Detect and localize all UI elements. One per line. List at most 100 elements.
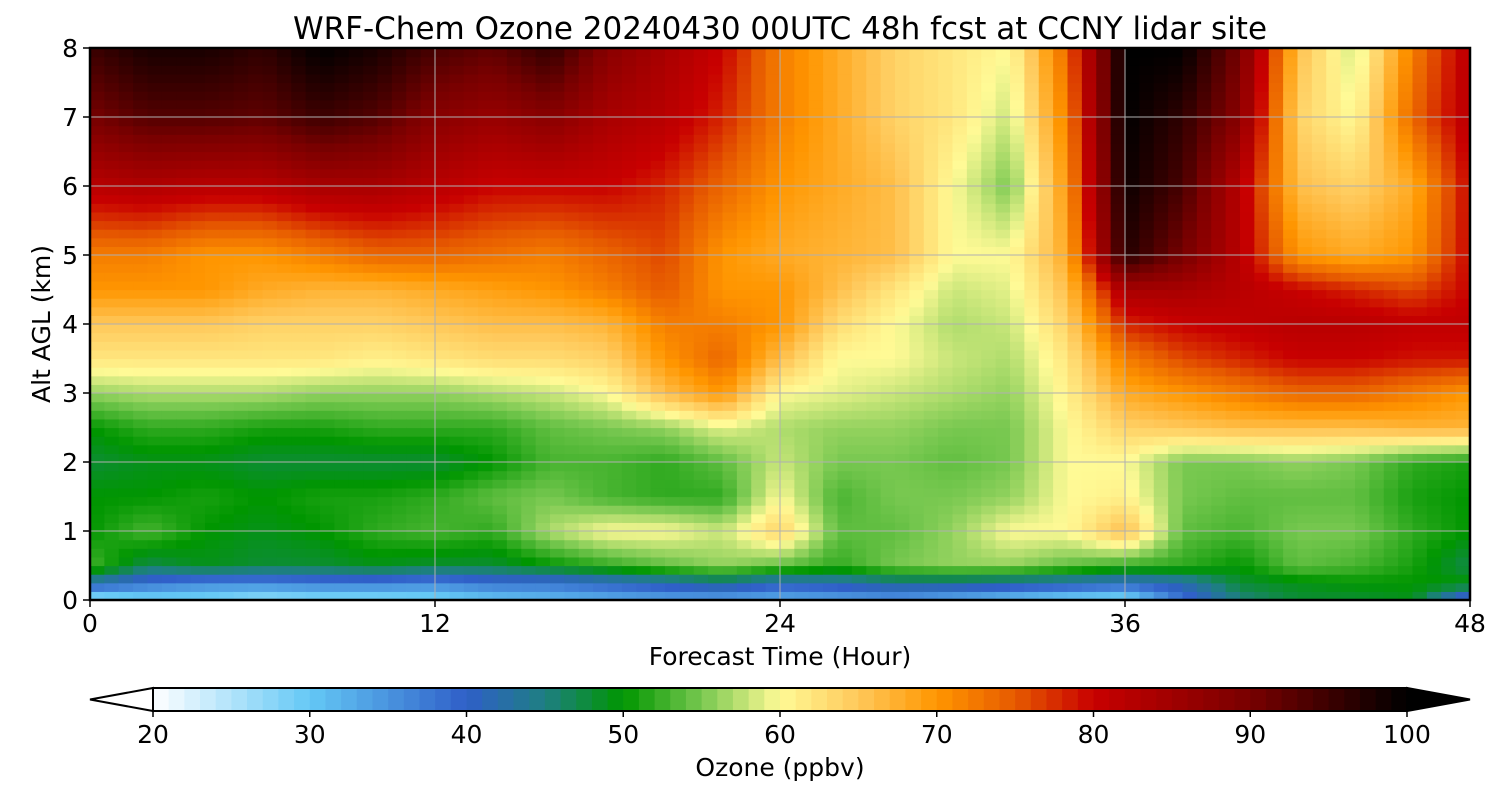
heatmap-cell (837, 82, 853, 92)
heatmap-cell (147, 229, 163, 239)
heatmap-cell (391, 255, 407, 265)
heatmap-cell (1153, 513, 1169, 523)
heatmap-cell (1168, 194, 1184, 204)
heatmap-cell (621, 48, 637, 58)
heatmap-cell (1081, 65, 1097, 75)
heatmap-cell (276, 393, 292, 403)
heatmap-cell (363, 505, 379, 515)
heatmap-cell (880, 582, 896, 592)
heatmap-cell (1038, 393, 1054, 403)
heatmap-cell (794, 246, 810, 256)
heatmap-cell (1010, 108, 1025, 118)
heatmap-cell (708, 168, 724, 178)
heatmap-cell (693, 556, 709, 567)
heatmap-cell (348, 470, 364, 480)
heatmap-cell (348, 151, 364, 161)
heatmap-cell (449, 427, 465, 437)
heatmap-cell (435, 237, 450, 247)
heatmap-cell (391, 479, 407, 489)
heatmap-cell (952, 496, 968, 506)
heatmap-cell (291, 401, 307, 411)
heatmap-cell (995, 332, 1011, 342)
heatmap-cell (679, 160, 695, 170)
heatmap-cell (334, 82, 350, 92)
heatmap-cell (435, 375, 450, 385)
heatmap-cell (118, 186, 134, 196)
heatmap-cell (593, 168, 609, 178)
heatmap-cell (1153, 479, 1169, 489)
heatmap-cell (550, 151, 565, 161)
heatmap-cell (736, 444, 752, 454)
heatmap-cell (679, 436, 695, 446)
heatmap-cell (909, 401, 925, 411)
heatmap-cell (1053, 298, 1069, 308)
heatmap-cell (736, 349, 752, 360)
heatmap-cell (291, 315, 307, 325)
heatmap-cell (1196, 151, 1212, 161)
heatmap-cell (823, 531, 839, 541)
heatmap-cell (435, 117, 450, 127)
heatmap-cell (391, 177, 407, 187)
heatmap-cell (564, 591, 580, 600)
heatmap-cell (1196, 48, 1212, 58)
heatmap-cell (938, 48, 954, 58)
heatmap-cell (1038, 177, 1054, 187)
heatmap-cell (190, 151, 206, 161)
heatmap-cell (377, 522, 393, 532)
heatmap-cell (708, 56, 724, 66)
heatmap-cell (938, 160, 954, 170)
heatmap-cell (406, 470, 422, 480)
heatmap-cell (1067, 539, 1083, 549)
heatmap-cell (866, 487, 882, 498)
heatmap-cell (521, 56, 537, 66)
heatmap-cell (1153, 272, 1169, 282)
heatmap-cell (176, 203, 192, 213)
heatmap-cell (161, 462, 177, 472)
heatmap-cell (521, 591, 537, 600)
heatmap-cell (276, 444, 292, 454)
heatmap-cell (722, 565, 738, 575)
heatmap-cell (492, 117, 508, 127)
heatmap-cell (1196, 289, 1212, 299)
heatmap-cell (1110, 263, 1126, 273)
heatmap-cell (205, 48, 220, 58)
heatmap-cell (1038, 539, 1054, 549)
heatmap-cell (320, 160, 335, 170)
heatmap-cell (363, 436, 379, 446)
heatmap-cell (219, 289, 235, 299)
heatmap-cell (478, 591, 494, 600)
heatmap-cell (679, 65, 695, 75)
heatmap-cell (377, 151, 393, 161)
heatmap-cell (334, 539, 350, 549)
heatmap-cell (233, 556, 249, 567)
heatmap-cell (190, 410, 206, 420)
heatmap-cell (521, 358, 537, 368)
heatmap-cell (1067, 453, 1083, 463)
heatmap-cell (262, 211, 278, 222)
heatmap-cell (808, 574, 824, 584)
heatmap-cell (636, 186, 652, 196)
heatmap-cell (205, 211, 220, 222)
heatmap-cell (966, 229, 982, 239)
heatmap-cell (1125, 487, 1140, 498)
heatmap-cell (449, 125, 465, 135)
heatmap-cell (995, 324, 1011, 334)
heatmap-cell (564, 548, 580, 558)
heatmap-cell (147, 56, 163, 66)
heatmap-cell (923, 125, 939, 135)
heatmap-cell (981, 427, 997, 437)
heatmap-cell (952, 513, 968, 523)
heatmap-cell (909, 548, 925, 558)
heatmap-cell (1096, 393, 1112, 403)
heatmap-cell (780, 444, 795, 454)
heatmap-cell (334, 160, 350, 170)
heatmap-cell (966, 548, 982, 558)
heatmap-cell (1182, 462, 1198, 472)
heatmap-cell (147, 393, 163, 403)
heatmap-cell (463, 401, 479, 411)
heatmap-cell (219, 358, 235, 368)
heatmap-cell (550, 160, 565, 170)
heatmap-cell (952, 315, 968, 325)
heatmap-cell (435, 246, 450, 256)
heatmap-cell (722, 410, 738, 420)
